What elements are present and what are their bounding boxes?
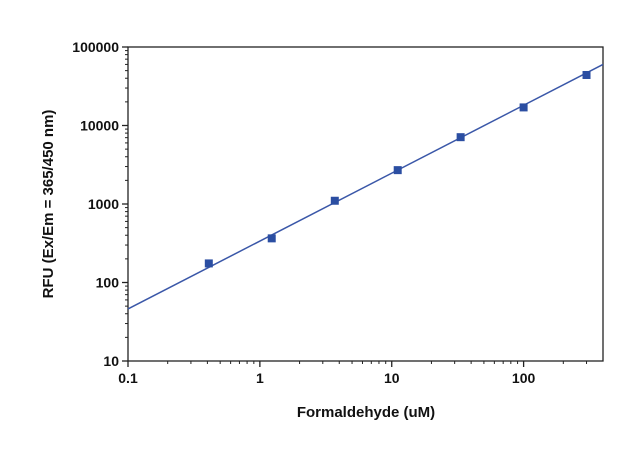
data-point (519, 103, 528, 112)
y-axis-label: RFU (Ex/Em = 365/450 nm) (40, 110, 57, 299)
y-tick-label: 1000 (88, 196, 119, 212)
y-tick-label: 10 (103, 353, 119, 369)
data-point (204, 259, 213, 268)
x-tick-label: 100 (512, 370, 536, 386)
y-tick-label: 10000 (80, 118, 119, 134)
data-point (330, 196, 339, 205)
plot-area: 10 100 1000 10000 100000 0.1 1 10 100 (72, 39, 604, 386)
fit-line (127, 63, 604, 310)
y-tick-label: 100 (96, 275, 120, 291)
data-point (267, 234, 276, 243)
x-tick-label: 0.1 (118, 370, 138, 386)
x-tick-label: 10 (384, 370, 400, 386)
x-tick-label: 1 (256, 370, 264, 386)
data-point (582, 70, 591, 79)
x-axis-label: Formaldehyde (uM) (297, 404, 435, 421)
data-point (456, 133, 465, 142)
plot-frame (127, 46, 604, 362)
y-tick-label: 100000 (72, 39, 119, 55)
data-point (393, 166, 402, 175)
